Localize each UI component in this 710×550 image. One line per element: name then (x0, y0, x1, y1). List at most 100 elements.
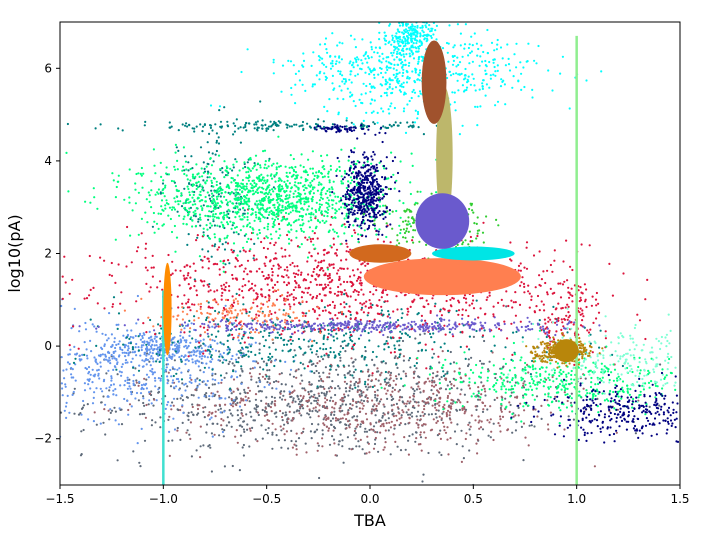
scatter-point (482, 326, 485, 329)
scatter-point (246, 259, 250, 262)
scatter-point (595, 304, 598, 307)
scatter-point (181, 306, 184, 309)
scatter-point (483, 313, 487, 316)
scatter-point (199, 224, 202, 227)
scatter-point (176, 429, 179, 432)
scatter-point (113, 340, 116, 343)
scatter-point (230, 392, 233, 395)
scatter-point (199, 456, 202, 459)
scatter-point (105, 372, 108, 375)
scatter-point (345, 390, 348, 393)
scatter-point (247, 122, 251, 125)
scatter-point (247, 336, 250, 339)
scatter-point (222, 435, 225, 438)
scatter-point (317, 118, 320, 121)
scatter-point (249, 270, 252, 273)
scatter-point (369, 423, 372, 426)
scatter-point (282, 309, 285, 312)
scatter-point (388, 383, 392, 386)
scatter-point (256, 295, 259, 298)
scatter-point (352, 399, 355, 403)
scatter-point (438, 415, 441, 418)
scatter-point (501, 415, 505, 418)
scatter-point (423, 408, 426, 411)
scatter-point (142, 401, 145, 405)
scatter-point (439, 325, 442, 328)
scatter-point (323, 334, 326, 337)
scatter-point (337, 385, 340, 388)
scatter-point (443, 403, 446, 406)
scatter-point (253, 242, 256, 245)
scatter-point (443, 429, 446, 432)
scatter-point (222, 306, 225, 310)
scatter-point (364, 346, 367, 349)
scatter-point (208, 260, 211, 263)
scatter-point (323, 392, 326, 395)
scatter-point (158, 352, 161, 355)
scatter-point (508, 410, 511, 413)
scatter-point (209, 289, 212, 292)
scatter-point (330, 246, 333, 249)
scatter-point (499, 406, 502, 410)
scatter-point (361, 262, 364, 265)
scatter-point (359, 320, 362, 323)
scatter-point (548, 329, 551, 332)
scatter-point (114, 419, 117, 422)
scatter-point (319, 331, 322, 334)
scatter-point (197, 218, 200, 221)
scatter-point (103, 344, 106, 348)
scatter-point (236, 336, 240, 339)
scatter-point (327, 284, 330, 287)
scatter-point (262, 323, 265, 326)
scatter-point (220, 417, 223, 421)
scatter-point (457, 309, 461, 312)
scatter-point (367, 262, 370, 265)
scatter-point (281, 349, 284, 352)
scatter-point (154, 421, 157, 424)
scatter-point (328, 281, 331, 284)
scatter-point (77, 413, 81, 416)
scatter-point (155, 340, 158, 343)
scatter-point (430, 413, 433, 416)
scatter-point (361, 448, 364, 451)
scatter-point (433, 325, 436, 328)
scatter-point (231, 295, 234, 298)
scatter-point (395, 325, 398, 328)
scatter-point (260, 357, 264, 360)
scatter-point (221, 356, 224, 359)
scatter-point (343, 223, 346, 226)
scatter-point (83, 341, 86, 344)
scatter-point (228, 289, 231, 292)
scatter-point (269, 259, 272, 262)
scatter-point (371, 323, 374, 327)
scatter-point (194, 340, 198, 343)
scatter-point (255, 216, 258, 219)
scatter-point (384, 380, 387, 383)
scatter-point (85, 348, 88, 351)
scatter-point (192, 262, 195, 265)
scatter-point (211, 368, 214, 371)
scatter-point (337, 290, 340, 293)
scatter-point (165, 357, 168, 360)
scatter-point (117, 312, 121, 315)
scatter-point (84, 328, 88, 331)
scatter-point (426, 401, 430, 404)
scatter-point (273, 289, 276, 292)
scatter-point (306, 291, 309, 294)
scatter-point (132, 366, 135, 369)
scatter-point (60, 382, 64, 385)
scatter-point (330, 186, 333, 189)
scatter-point (303, 387, 306, 390)
scatter-point (347, 409, 350, 412)
scatter-point (386, 397, 389, 400)
scatter-point (299, 382, 302, 385)
scatter-point (333, 410, 336, 413)
scatter-point (141, 334, 144, 338)
scatter-point (107, 369, 110, 372)
scatter-point (341, 347, 345, 350)
scatter-point (203, 395, 206, 398)
scatter-point (145, 357, 148, 361)
scatter-point (232, 336, 235, 339)
scatter-point (194, 329, 197, 332)
scatter-point (389, 325, 392, 328)
